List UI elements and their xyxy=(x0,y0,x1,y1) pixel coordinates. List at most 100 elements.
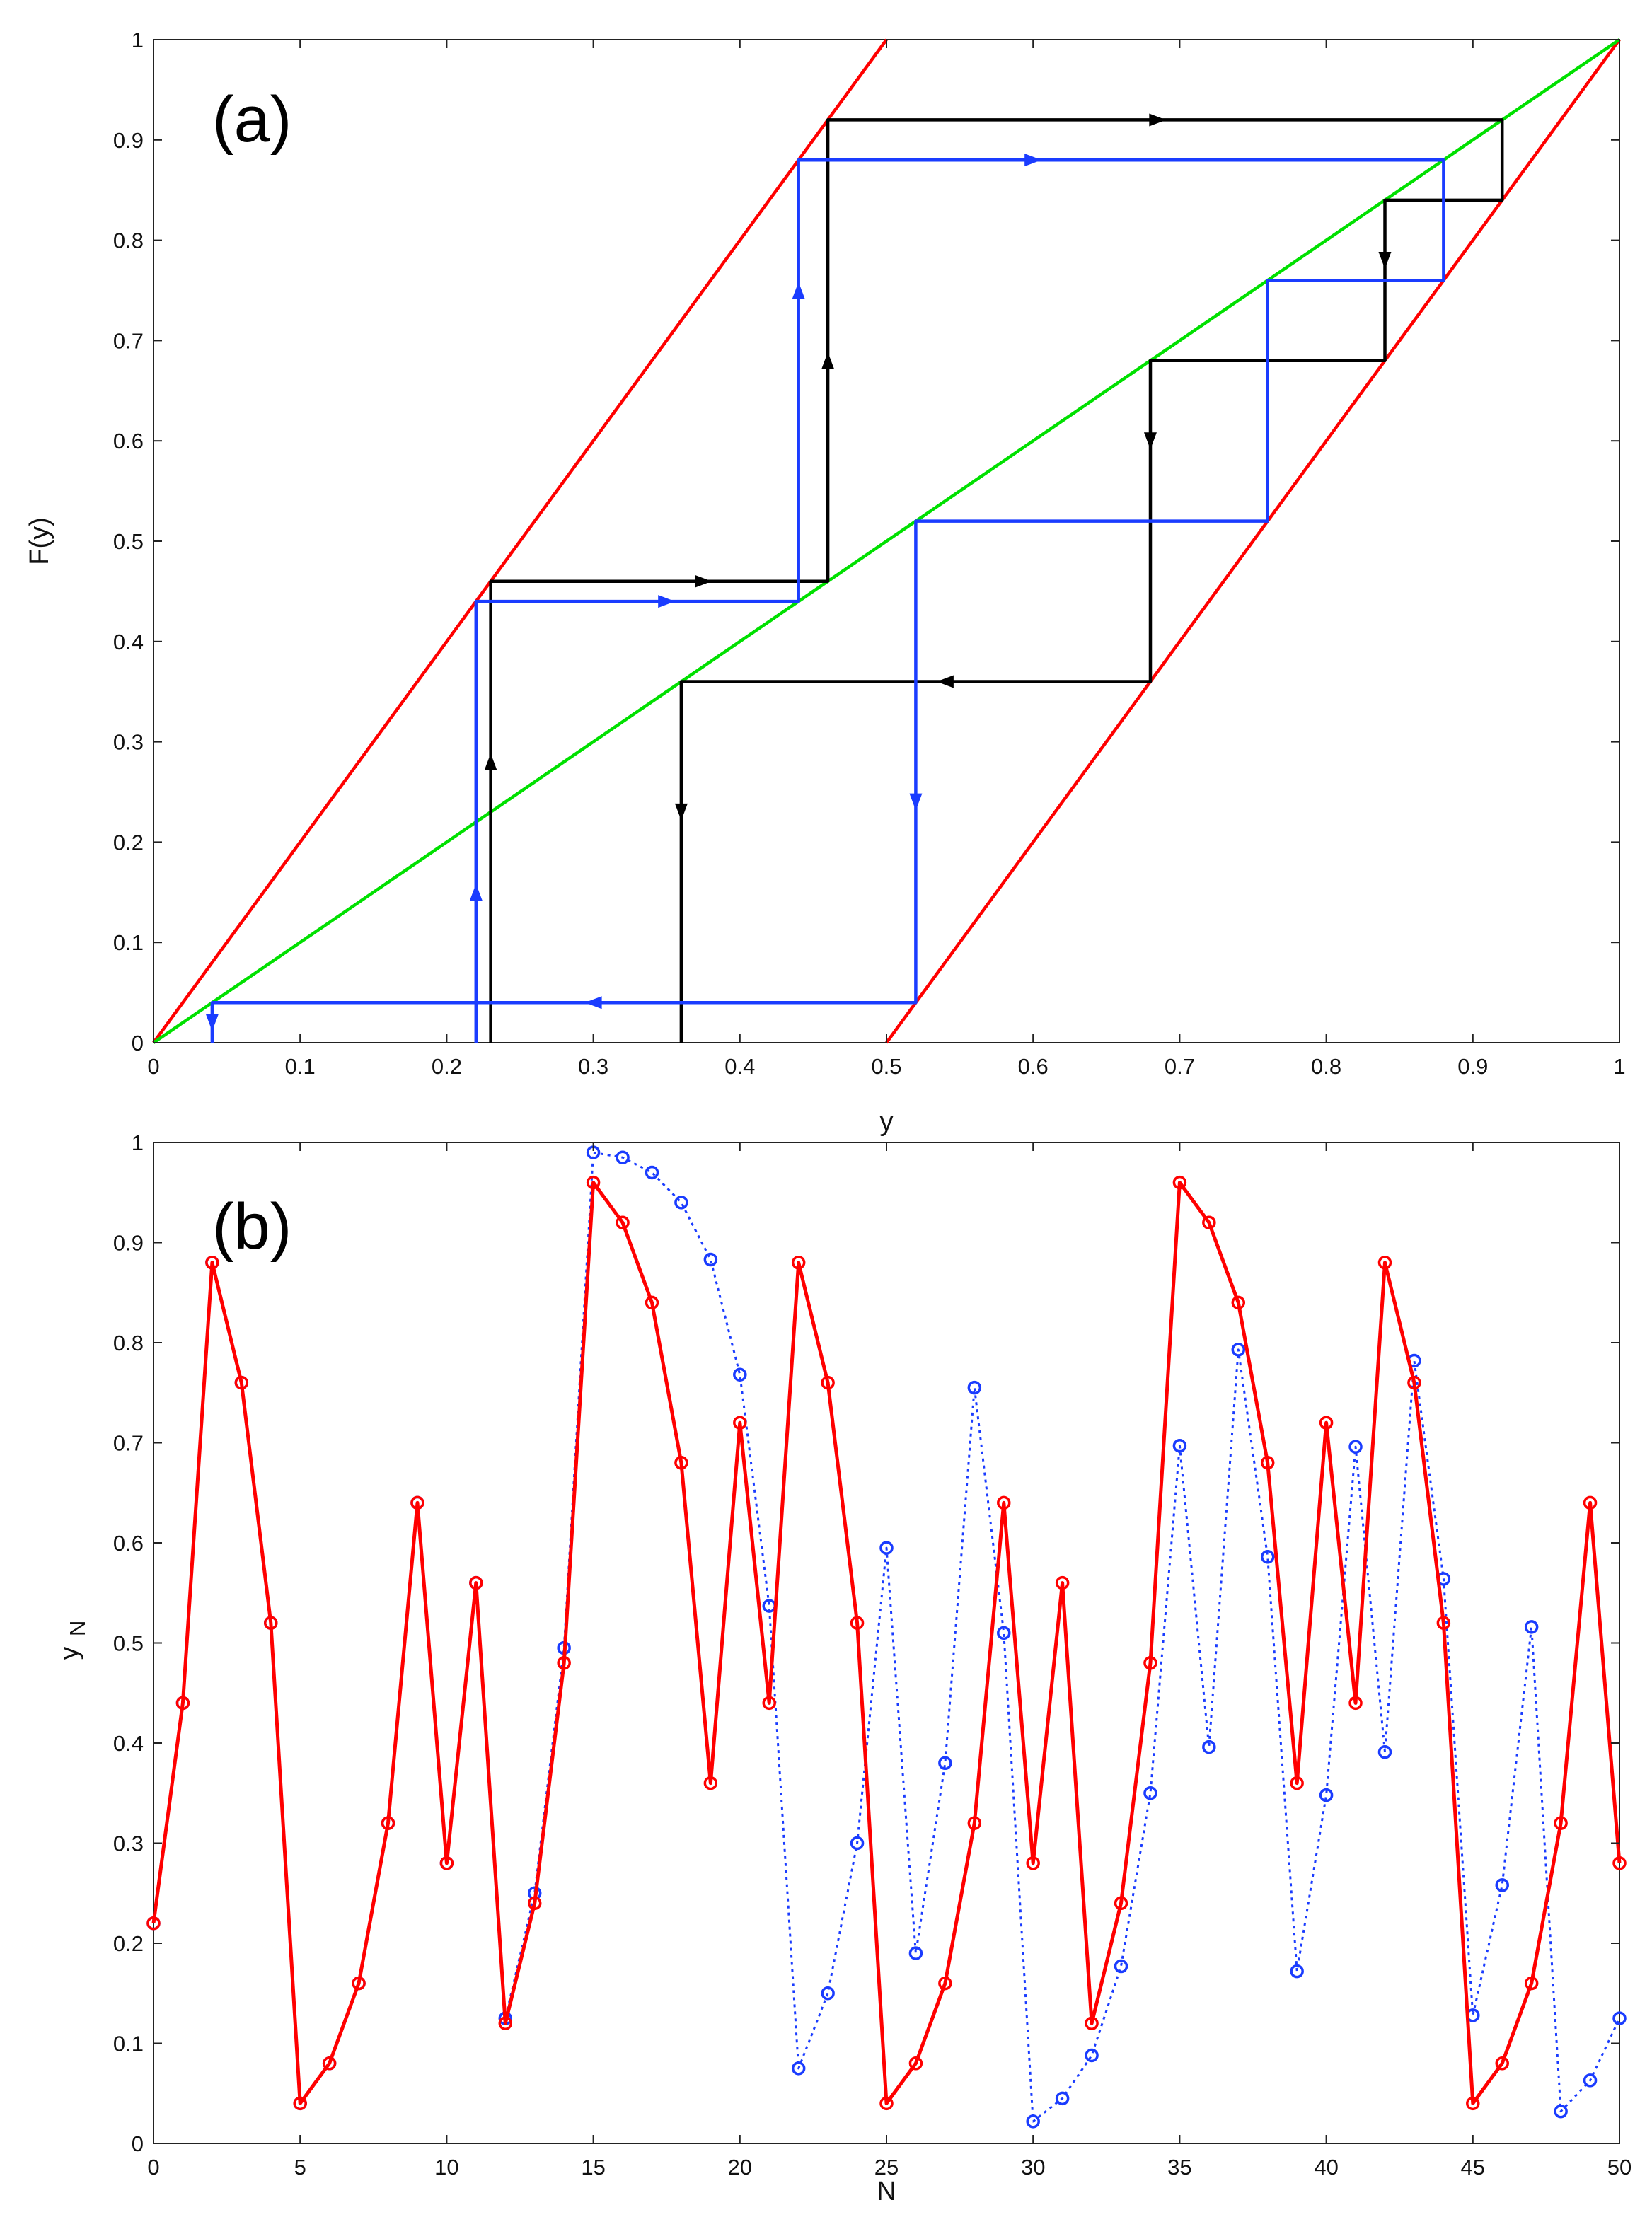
panel-a-series-4-arrow xyxy=(205,1014,219,1031)
panel-a-x-tick-label: 0.7 xyxy=(1165,1054,1195,1079)
panel-a-series-3-line xyxy=(489,118,1504,1043)
panel-b-series-0-point xyxy=(1583,2073,1598,2088)
panel-b-series-1-point xyxy=(908,2056,923,2071)
panel-a-series-4-arrow xyxy=(658,595,676,608)
panel-b-y-axis-label-group: y N xyxy=(54,1621,90,1660)
panel-b-x-tick-label: 45 xyxy=(1461,2155,1485,2180)
panel-b-series-1-point xyxy=(821,1375,835,1390)
panel-b-series-1-point xyxy=(146,1916,161,1931)
panel-a-y-tick-label: 0.7 xyxy=(113,328,144,353)
panel-a-y-tick-label: 0.5 xyxy=(113,529,144,554)
panel-a-series-1-line xyxy=(885,38,1621,1044)
panel-a-series-4-arrow xyxy=(469,884,483,901)
panel-b-series-1-point xyxy=(381,1816,395,1830)
panel-b-series-0-point xyxy=(938,1756,952,1771)
panel-b-series-0-point xyxy=(1495,1878,1509,1892)
panel-b-y-tick-label: 0.8 xyxy=(113,1331,144,1355)
panel-a-series-3-arrow xyxy=(821,352,835,369)
panel-a-series-3-arrow xyxy=(674,803,688,821)
panel-a-y-tick-label: 0.8 xyxy=(113,228,144,253)
panel-a-x-tick-label: 0.2 xyxy=(432,1054,462,1079)
panel-b-series-1-point xyxy=(762,1696,776,1711)
panel-b-series-1-point xyxy=(967,1816,982,1830)
panel-b-y-tick-label: 0.2 xyxy=(113,1931,144,1956)
panel-b-series-1-point xyxy=(469,1575,483,1590)
panel-a-series-4-arrow xyxy=(792,282,805,299)
panel-b-series-1-point xyxy=(439,1856,454,1870)
panel-a-y-tick-label: 0.9 xyxy=(113,128,144,153)
panel-b-y-axis-label: y xyxy=(54,1647,84,1660)
panel-a-x-axis-label: y xyxy=(880,1107,894,1137)
panel-b-series-1-point xyxy=(1202,1215,1216,1229)
panel-b-series-0-point xyxy=(1026,2114,1040,2129)
panel-a-x-tick-label: 0.8 xyxy=(1311,1054,1341,1079)
panel-b-series-0-point xyxy=(1143,1786,1157,1800)
panel-b-series-1-point xyxy=(616,1215,630,1229)
panel-a-x-tick-label: 0 xyxy=(147,1054,159,1079)
panel-b-series-1-point xyxy=(498,2016,513,2030)
panel-a-x-tick-label: 0.9 xyxy=(1457,1054,1488,1079)
panel-b-y-tick-label: 0.1 xyxy=(113,2032,144,2056)
panel-b-series-1-point xyxy=(733,1416,747,1430)
panel-b-series-1-point xyxy=(1085,2016,1099,2030)
panel-a-series-3-arrow xyxy=(936,675,954,688)
panel-b-y-tick-label: 0.4 xyxy=(113,1731,144,1756)
panel-b-series-1-point xyxy=(674,1456,688,1470)
panel-b-series-1-point xyxy=(1348,1696,1363,1711)
panel-b: 0 5 10 15 20 25 30 35 40 45 50 0 0.1 0.2 0.3 0.4 0.5 0.6 0… xyxy=(54,1130,1631,2206)
panel-b-series-1-point xyxy=(850,1616,865,1630)
panel-b-series-1-point xyxy=(1377,1256,1392,1270)
panel-b-x-tick-label: 40 xyxy=(1314,2155,1338,2180)
panel-b-series-1-point xyxy=(175,1696,190,1711)
panel-a: 0 0.1 0.2 0.3 0.4 0.5 0.6 0.7 0.8 0.9 1 0 0.1 0.2 0.3 0… xyxy=(25,28,1626,1137)
panel-b-series-1-point xyxy=(1524,1976,1539,1991)
panel-b-series-0-point xyxy=(1377,1744,1392,1759)
panel-b-series-0-point xyxy=(1290,1964,1304,1979)
panel-b-series-1-point xyxy=(1554,1816,1568,1830)
panel-a-x-tick-label: 0.3 xyxy=(578,1054,608,1079)
panel-b-x-tick-label: 25 xyxy=(874,2155,899,2180)
panel-b-series-1-point xyxy=(410,1495,424,1510)
panel-b-series-0-point xyxy=(1554,2104,1568,2119)
panel-b-series-1-point xyxy=(1172,1175,1187,1190)
panel-a-y-tick-label: 0 xyxy=(132,1031,144,1055)
panel-b-series-1-point xyxy=(1231,1295,1246,1310)
panel-b-series-1-point xyxy=(703,1776,718,1790)
panel-b-series-1-point xyxy=(557,1656,571,1670)
panel-b-series-1-line xyxy=(151,1181,1622,2105)
panel-b-label: (b) xyxy=(212,1191,291,1263)
panel-b-y-tick-label: 1 xyxy=(132,1130,144,1155)
panel-a-x-tick-label: 1 xyxy=(1613,1054,1625,1079)
panel-a-series-4-arrow xyxy=(909,793,923,811)
panel-a-series-3-arrow xyxy=(1378,251,1392,269)
panel-a-x-tick-label: 0.4 xyxy=(724,1054,755,1079)
panel-b-series-0-point xyxy=(616,1150,630,1164)
panel-b-series-0-point xyxy=(1055,2091,1070,2106)
panel-b-y-tick-label: 0.6 xyxy=(113,1531,144,1556)
panel-a-series-3-arrow xyxy=(1149,113,1167,127)
panel-b-series-0-point xyxy=(1260,1550,1275,1564)
panel-b-series-0-point xyxy=(997,1626,1011,1640)
panel-b-series-0-point xyxy=(733,1367,747,1382)
panel-b-series-1-point xyxy=(1143,1656,1157,1670)
panel-b-series-1-point xyxy=(264,1616,278,1630)
panel-b-series-1-point xyxy=(791,1256,806,1270)
panel-a-series xyxy=(152,38,1621,1044)
panel-b-y-tick-label: 0.7 xyxy=(113,1431,144,1456)
panel-b-series-1-point xyxy=(205,1256,219,1270)
panel-b-series-0-point xyxy=(908,1946,923,1960)
panel-b-series-0-point xyxy=(645,1165,659,1180)
panel-b-series-0-point xyxy=(1524,1620,1539,1634)
panel-b-x-tick-label: 35 xyxy=(1167,2155,1191,2180)
panel-b-series-1-point xyxy=(1495,2056,1509,2071)
panel-b-series-1-point xyxy=(322,2056,337,2071)
panel-b-series-0-point xyxy=(1085,2048,1099,2063)
panel-b-series-0-point xyxy=(791,2061,806,2076)
panel-b-x-tick-label: 50 xyxy=(1607,2155,1631,2180)
panel-b-series xyxy=(146,1145,1627,2129)
panel-b-y-axis-label-subscript: N xyxy=(65,1621,90,1636)
panel-a-series-0-line xyxy=(152,38,888,1044)
panel-b-series-0-point xyxy=(821,1986,835,2001)
panel-a-series-4-line xyxy=(210,158,1445,1043)
